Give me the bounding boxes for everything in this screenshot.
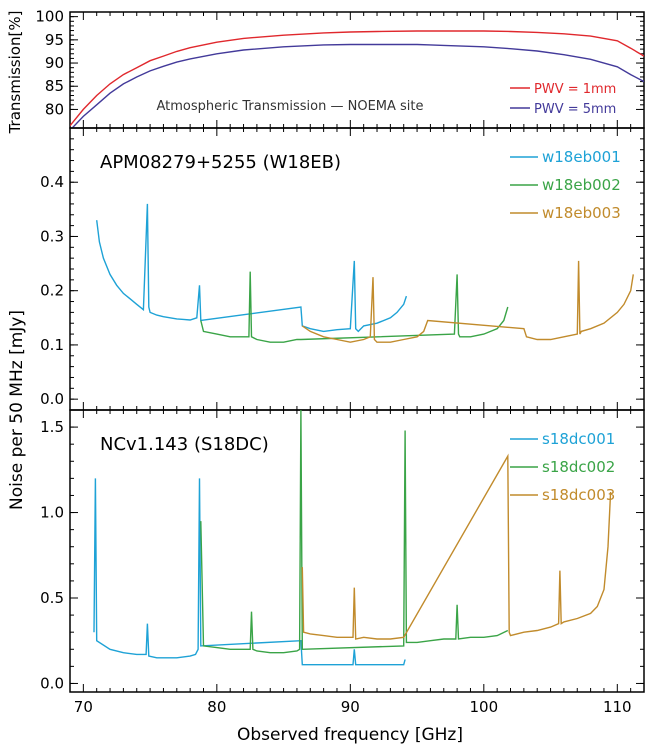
y-tick-label: 95: [45, 31, 64, 49]
series-line-w18eb001: [96, 203, 408, 333]
series-line-s18dc001: [93, 478, 406, 666]
series-line-pwv-5mm: [71, 43, 644, 128]
x-tick-label: 90: [341, 698, 360, 716]
y-tick-label: 90: [45, 54, 64, 72]
x-tick-label: 80: [207, 698, 226, 716]
series-line-s18dc002: [200, 410, 509, 654]
legend-label: s18dc001: [542, 430, 615, 448]
y-tick-label: 0.1: [40, 336, 64, 354]
series-line-w18eb003: [301, 260, 634, 343]
panel-title: APM08279+5255 (W18EB): [100, 152, 341, 173]
shared-axis-labels: Observed frequency [GHz] Noise per 50 MH…: [6, 11, 463, 745]
x-tick-label: 110: [603, 698, 632, 716]
y-tick-label: 100: [35, 8, 64, 26]
y-tick-label: 0.5: [40, 589, 64, 607]
series-line-s18dc003: [301, 453, 612, 640]
legend-label: PWV = 1mm: [534, 82, 616, 97]
y-tick-label: 0.4: [40, 173, 64, 191]
y-tick-label: 0.0: [40, 674, 64, 692]
y-tick-label: 1.0: [40, 504, 64, 522]
y-tick-label: 1.5: [40, 418, 64, 436]
series-line-pwv-1mm: [70, 30, 644, 127]
y-tick-label: 85: [45, 77, 64, 95]
series-line-w18eb002: [200, 271, 509, 343]
y-axis-title-noise: Noise per 50 MHz [mJy]: [7, 310, 27, 510]
y-tick-label: 80: [45, 100, 64, 118]
legend-label: s18dc002: [542, 458, 615, 476]
legend-label: PWV = 5mm: [534, 102, 616, 117]
legend-label: s18dc003: [542, 486, 615, 504]
legend-label: w18eb003: [542, 204, 621, 222]
x-tick-label: 70: [74, 698, 93, 716]
transmission-title: Atmospheric Transmission — NOEMA site: [156, 99, 423, 114]
x-tick-label: 100: [469, 698, 498, 716]
x-axis-title: Observed frequency [GHz]: [237, 725, 463, 745]
legend-label: w18eb001: [542, 148, 621, 166]
panel-title: NCv1.143 (S18DC): [100, 434, 269, 455]
y-tick-label: 0.2: [40, 282, 64, 300]
y-axis-title-transmission: Transmission[%]: [6, 11, 24, 135]
y-tick-label: 0.0: [40, 390, 64, 408]
s18dc-noise-panel: 70 80 90 100 110 0.0 0.5 1.0 1.5 NCv1.143 (S18DC)…: [40, 409, 645, 716]
legend-label: w18eb002: [542, 176, 621, 194]
transmission-panel: 80 85 90 95 100 Atmospheric Transmission — NO…: [35, 8, 645, 129]
plot-frame: [69, 409, 645, 693]
w18eb-noise-panel: 0.0 0.1 0.2 0.3 0.4 APM08279+5255 (W18EB) w18e…: [40, 127, 645, 411]
y-tick-label: 0.3: [40, 227, 64, 245]
